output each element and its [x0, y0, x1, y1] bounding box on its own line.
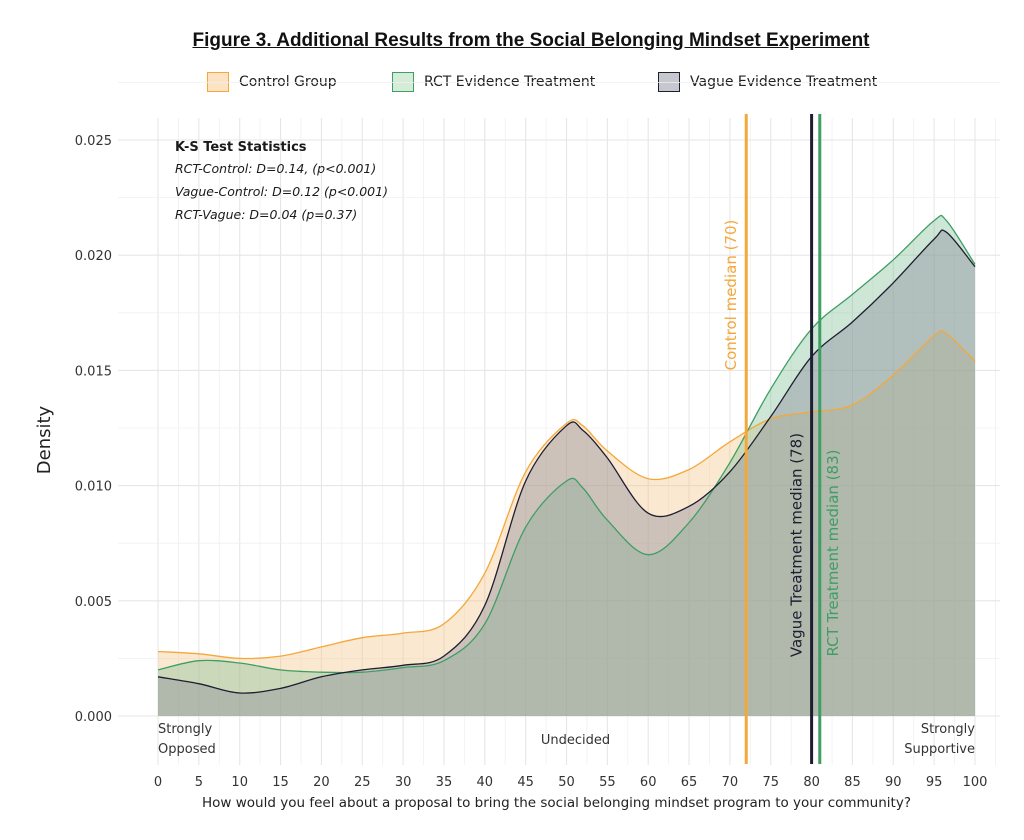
x-tick-label: 55 [599, 775, 616, 790]
ks-stats-line: RCT-Control: D=0.14, (p<0.001) [175, 161, 376, 176]
x-tick-label: 75 [762, 775, 779, 790]
y-tick-label: 0.000 [75, 710, 112, 725]
density-area-vague [158, 230, 975, 716]
x-tick-label: 5 [195, 775, 203, 790]
vague-median-label: Vague Treatment median (78) [788, 433, 806, 657]
density-line-control [157, 329, 976, 660]
y-axis-title: Density [34, 405, 55, 474]
x-tick-label: 20 [313, 775, 330, 790]
x-tick-label: 85 [844, 775, 861, 790]
scale-label-supportive: Supportive [904, 742, 975, 757]
x-tick-label: 95 [926, 775, 943, 790]
scale-label-undecided: Undecided [541, 733, 610, 748]
scale-label-opposed: Strongly [158, 722, 212, 737]
x-tick-label: 70 [722, 775, 739, 790]
x-tick-label: 90 [885, 775, 902, 790]
y-tick-label: 0.020 [75, 249, 112, 264]
x-tick-label: 40 [477, 775, 494, 790]
x-tick-label: 25 [354, 775, 371, 790]
grid-lines [118, 82, 1000, 765]
y-tick-label: 0.025 [75, 134, 112, 149]
scale-label-supportive: Strongly [921, 722, 975, 737]
x-tick-label: 80 [803, 775, 820, 790]
density-line-vague [157, 229, 976, 694]
x-tick-label: 30 [395, 775, 412, 790]
x-tick-label: 35 [436, 775, 453, 790]
x-tick-label: 10 [231, 775, 248, 790]
control-median-label: Control median (70) [722, 220, 740, 371]
chart-title: Figure 3. Additional Results from the So… [192, 30, 870, 51]
density-line-rct [157, 214, 976, 674]
ks-stats-line: RCT-Vague: D=0.04 (p=0.37) [175, 207, 357, 222]
y-tick-label: 0.005 [75, 595, 112, 610]
x-tick-label: 65 [681, 775, 698, 790]
x-tick-label: 100 [963, 775, 988, 790]
y-tick-label: 0.015 [75, 364, 112, 379]
density-area-rct [158, 215, 975, 717]
y-tick-label: 0.010 [75, 480, 112, 495]
ks-stats-line: Vague-Control: D=0.12 (p<0.001) [175, 184, 388, 199]
x-tick-label: 0 [154, 775, 162, 790]
x-tick-label: 60 [640, 775, 657, 790]
scale-label-opposed: Opposed [158, 742, 216, 757]
x-tick-label: 45 [517, 775, 534, 790]
x-tick-label: 15 [272, 775, 289, 790]
density-area-control [158, 330, 975, 716]
rct-median-label: RCT Treatment median (83) [824, 450, 842, 657]
x-axis-title: How would you feel about a proposal to b… [202, 795, 911, 811]
x-tick-label: 50 [558, 775, 575, 790]
ks-stats-heading: K-S Test Statistics [175, 140, 307, 155]
